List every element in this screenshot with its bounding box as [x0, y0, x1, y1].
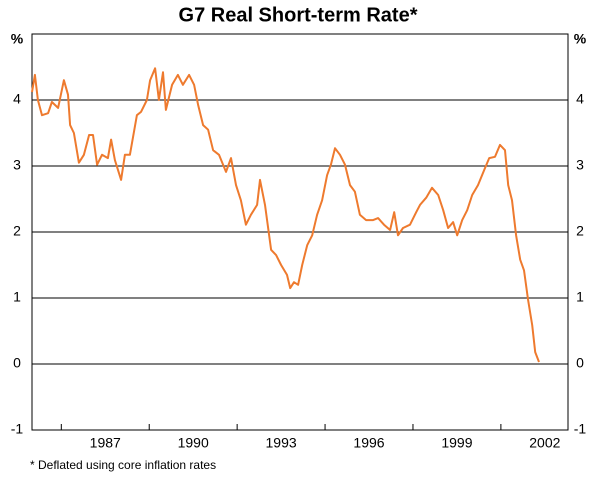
x-tick-label: 1996 — [353, 435, 384, 451]
chart-title: G7 Real Short-term Rate* — [179, 4, 418, 26]
y2-tick-label: 0 — [576, 355, 584, 371]
data-line — [31, 67, 540, 363]
y2-tick-label: -1 — [574, 421, 587, 437]
y-unit: % — [11, 31, 24, 47]
y2-tick-label: 2 — [576, 223, 584, 239]
y-tick-label: 2 — [13, 223, 21, 239]
y-tick-label: 0 — [13, 355, 21, 371]
x-tick-label: 2002 — [529, 435, 560, 451]
x-tick-label: 1993 — [266, 435, 297, 451]
y-tick-label: 3 — [13, 157, 21, 173]
y-tick-label: 1 — [13, 289, 21, 305]
y2-tick-label: 1 — [576, 289, 584, 305]
plot-frame — [31, 33, 569, 431]
y2-unit: % — [574, 31, 587, 47]
x-tick-label: 1990 — [178, 435, 209, 451]
y-tick-label: 4 — [13, 91, 21, 107]
y2-tick-label: 3 — [576, 157, 584, 173]
footnote: * Deflated using core inflation rates — [30, 458, 216, 472]
x-tick-label: 1999 — [441, 435, 472, 451]
x-tick-label: 1987 — [90, 435, 121, 451]
y2-tick-label: 4 — [576, 91, 584, 107]
y-tick-label: -1 — [11, 421, 24, 437]
